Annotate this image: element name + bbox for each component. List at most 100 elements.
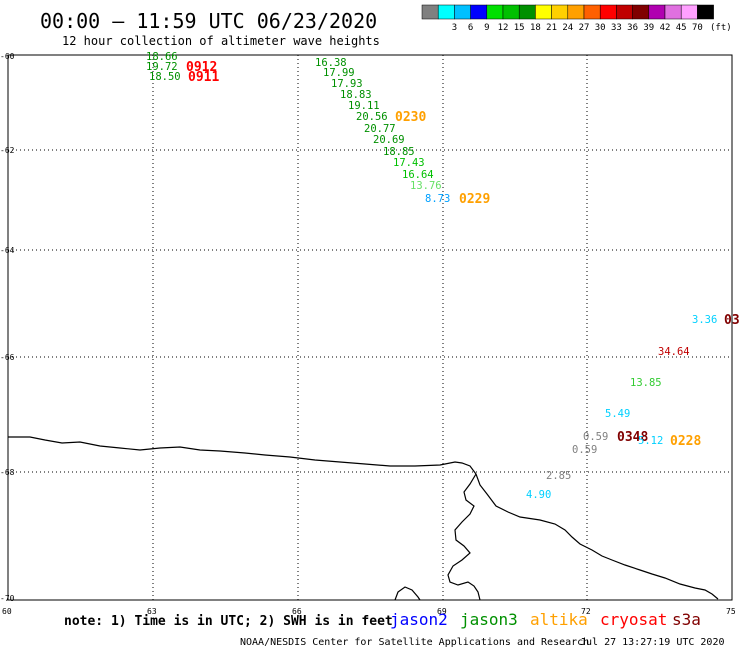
wave-height-label: 13.85 bbox=[630, 377, 662, 389]
legend-label: 36 bbox=[627, 23, 638, 33]
legend-label: 27 bbox=[579, 23, 590, 33]
wave-height-label: 19.11 bbox=[348, 100, 380, 112]
wave-height-label: 16.64 bbox=[402, 169, 434, 181]
legend-swatch bbox=[648, 4, 666, 20]
wave-height-label: 19.72 bbox=[146, 61, 178, 73]
legend-swatch bbox=[616, 4, 633, 20]
legend-label: 70 bbox=[692, 23, 703, 33]
lat-label: -66 bbox=[0, 353, 15, 362]
wave-height-label: 18.83 bbox=[340, 89, 372, 101]
legend-swatch bbox=[697, 4, 714, 20]
wave-height-label: 4.90 bbox=[526, 489, 551, 501]
legend-swatch bbox=[535, 4, 552, 20]
legend-label: 45 bbox=[676, 23, 687, 33]
legend-swatch bbox=[567, 4, 585, 20]
wave-height-label: 20.69 bbox=[373, 134, 405, 146]
wave-height-label: 3.36 bbox=[692, 314, 717, 326]
wave-height-label: 16.38 bbox=[315, 57, 347, 69]
lon-label: 60 bbox=[2, 607, 12, 616]
pass-time-label: 03 bbox=[724, 313, 740, 328]
coastline-inlet bbox=[447, 473, 481, 601]
legend-label: 33 bbox=[611, 23, 622, 33]
legend-swatch bbox=[454, 4, 471, 20]
satellite-name: cryosat bbox=[600, 610, 667, 629]
wave-height-label: 18.66 bbox=[146, 51, 178, 63]
legend-label: 3 bbox=[452, 23, 457, 33]
antarctic-coastline bbox=[8, 436, 719, 600]
wave-height-label: 20.56 bbox=[356, 111, 388, 123]
wave-height-label: 34.64 bbox=[658, 346, 690, 358]
map-title: 00:00 – 11:59 UTC 06/23/2020 bbox=[40, 9, 377, 33]
satellite-legend: jason2 jason3 altika cryosat s3a bbox=[390, 610, 701, 629]
wave-height-label: 0.59 bbox=[572, 444, 597, 456]
satellite-name: jason2 bbox=[390, 610, 448, 629]
footer-credit: NOAA/NESDIS Center for Satellite Applica… bbox=[240, 637, 589, 648]
legend-swatch bbox=[583, 4, 601, 20]
satellite-name: s3a bbox=[672, 610, 701, 629]
wave-height-label: 17.43 bbox=[393, 157, 425, 169]
legend-label: 42 bbox=[660, 23, 671, 33]
latitude-labels: -60 -62 -64 -66 -68 -70 bbox=[0, 52, 15, 603]
lat-label: -68 bbox=[0, 468, 15, 477]
wave-height-label: 2.85 bbox=[546, 470, 571, 482]
map-frame bbox=[7, 54, 733, 601]
legend-label: 30 bbox=[595, 23, 606, 33]
wave-height-label: 17.99 bbox=[323, 67, 355, 79]
lon-label: 72 bbox=[581, 607, 591, 616]
longitude-labels: 60 63 66 69 72 75 bbox=[2, 607, 736, 616]
map-subtitle: 12 hour collection of altimeter wave hei… bbox=[62, 34, 380, 48]
lat-label: -64 bbox=[0, 246, 15, 255]
legend-label: 39 bbox=[643, 23, 654, 33]
lon-label: 66 bbox=[292, 607, 302, 616]
pass-time-label: 0228 bbox=[670, 434, 701, 449]
pass-time-label: 0230 bbox=[395, 110, 426, 125]
legend-label: 6 bbox=[468, 23, 473, 33]
wave-height-label: 18.50 bbox=[149, 71, 181, 83]
footer-note: note: 1) Time is in UTC; 2) SWH is in fe… bbox=[64, 614, 393, 629]
legend-swatch bbox=[599, 4, 617, 20]
legend-label: 21 bbox=[546, 23, 557, 33]
wave-height-label: 0.59 bbox=[583, 431, 608, 443]
wave-height-label: 5.49 bbox=[605, 408, 630, 420]
legend-swatch bbox=[502, 4, 520, 20]
lon-label: 75 bbox=[726, 607, 736, 616]
graticule bbox=[8, 55, 732, 600]
legend-label: 15 bbox=[514, 23, 525, 33]
wave-height-label: 13.76 bbox=[410, 180, 442, 192]
legend-swatch bbox=[664, 4, 682, 20]
lon-label: 63 bbox=[147, 607, 157, 616]
legend-label: 9 bbox=[484, 23, 489, 33]
wave-height-label: 17.93 bbox=[331, 78, 363, 90]
lat-label: -60 bbox=[0, 52, 15, 61]
footer-timestamp: Jul 27 13:27:19 UTC 2020 bbox=[580, 637, 725, 648]
legend-label: 18 bbox=[530, 23, 541, 33]
legend-swatch bbox=[486, 4, 504, 20]
legend-swatch bbox=[551, 4, 569, 20]
legend-unit: (ft) bbox=[710, 23, 732, 33]
legend-swatch bbox=[437, 4, 455, 20]
satellite-name: altika bbox=[530, 610, 588, 629]
wave-height-label: 5.12 bbox=[638, 435, 663, 447]
wave-height-label: 18.85 bbox=[383, 146, 415, 158]
satellite-name: jason3 bbox=[460, 610, 518, 629]
observations: 18.6619.7218.500912091116.3817.9917.9318… bbox=[146, 51, 740, 501]
legend-label: 12 bbox=[498, 23, 509, 33]
pass-time-label: 0912 bbox=[186, 60, 217, 75]
legend-swatch bbox=[518, 4, 536, 20]
legend-swatch bbox=[680, 4, 698, 20]
color-legend: 3 6 9 12 15 18 21 24 27 30 33 36 39 42 45 70 bbox=[421, 4, 714, 33]
lat-label: -62 bbox=[0, 146, 15, 155]
wave-height-label: 20.77 bbox=[364, 123, 396, 135]
pass-time-label: 0911 bbox=[188, 70, 219, 85]
lat-label: -70 bbox=[0, 594, 15, 603]
lon-label: 69 bbox=[437, 607, 447, 616]
wave-height-label: 8.73 bbox=[425, 193, 450, 205]
legend-label: 24 bbox=[562, 23, 573, 33]
legend-swatch bbox=[421, 4, 439, 20]
coastline-bay bbox=[394, 586, 421, 601]
pass-time-label: 0348 bbox=[617, 430, 648, 445]
pass-time-label: 0229 bbox=[459, 192, 490, 207]
legend-swatch bbox=[632, 4, 650, 20]
legend-swatch bbox=[470, 4, 488, 20]
